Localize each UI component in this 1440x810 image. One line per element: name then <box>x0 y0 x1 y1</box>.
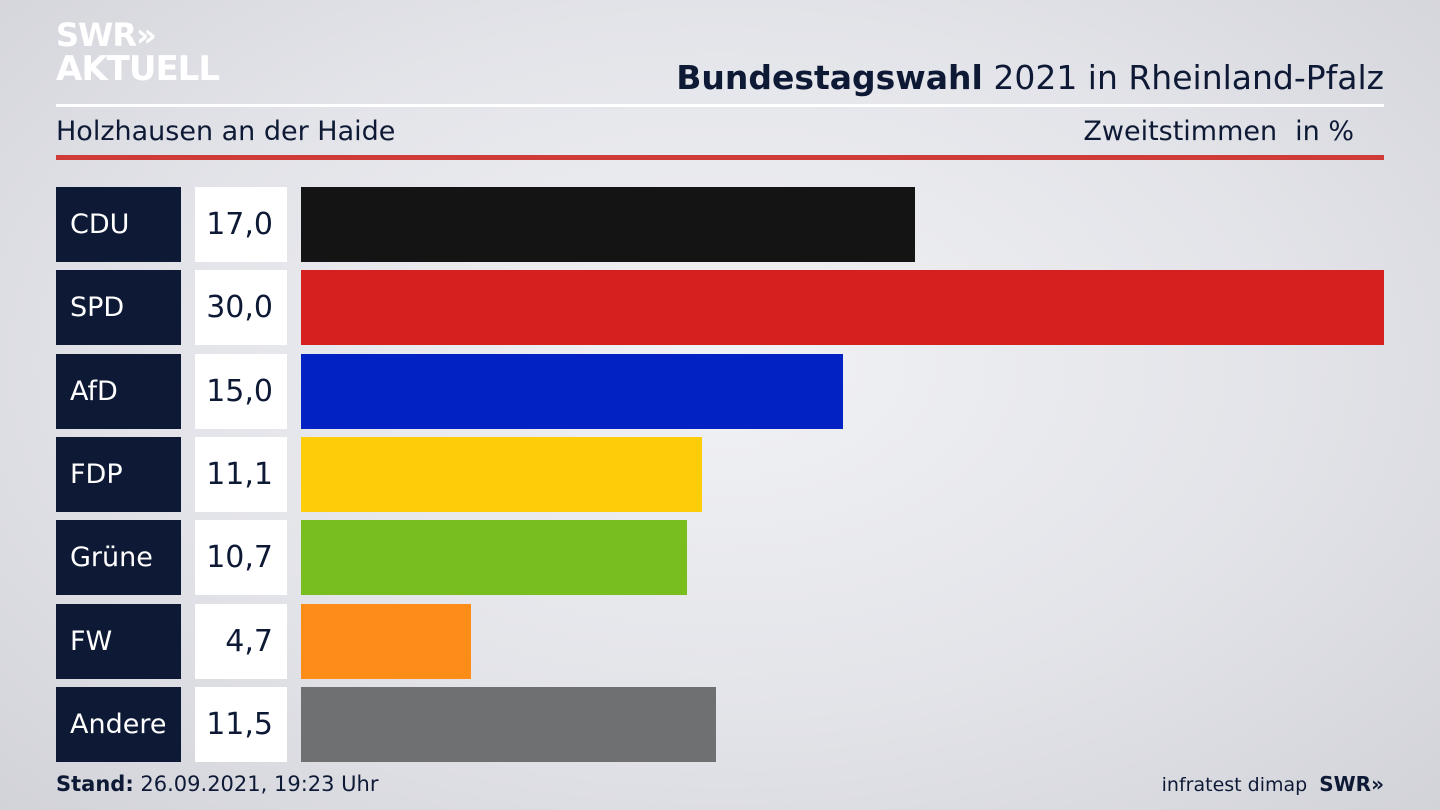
swr-aktuell-logo: SWR» AKTUELL <box>56 16 220 89</box>
value-label: 17,0 <box>195 187 287 262</box>
value-label: 11,1 <box>195 437 287 512</box>
bar-row: FW 4,7 <box>56 604 1384 679</box>
value-label: 10,7 <box>195 520 287 595</box>
source-credit: infratest dimap SWR» <box>1162 772 1384 796</box>
logo-line-2: AKTUELL <box>56 49 220 89</box>
stand-value: 26.09.2021, 19:23 Uhr <box>133 772 379 796</box>
title-divider <box>56 104 1384 107</box>
party-label: SPD <box>56 270 181 345</box>
value-label: 15,0 <box>195 354 287 429</box>
party-label: CDU <box>56 187 181 262</box>
metric-name: Zweitstimmen <box>1083 116 1278 147</box>
location-subtitle: Holzhausen an der Haide <box>56 116 396 147</box>
bar-row: SPD 30,0 <box>56 270 1384 345</box>
value-label: 4,7 <box>195 604 287 679</box>
bar <box>301 604 471 679</box>
bar-row: Andere 11,5 <box>56 687 1384 762</box>
bar-row: Grüne 10,7 <box>56 520 1384 595</box>
value-label: 30,0 <box>195 270 287 345</box>
party-label: FDP <box>56 437 181 512</box>
chart-title-rest: 2021 in Rheinland-Pfalz <box>982 58 1384 97</box>
bar <box>301 354 843 429</box>
value-label: 11,5 <box>195 687 287 762</box>
timestamp: Stand: 26.09.2021, 19:23 Uhr <box>56 772 379 796</box>
metric-unit: in % <box>1295 116 1354 147</box>
party-label: AfD <box>56 354 181 429</box>
swr-footer-logo: SWR» <box>1319 772 1384 796</box>
bar <box>301 687 716 762</box>
party-label: Andere <box>56 687 181 762</box>
bar-row: AfD 15,0 <box>56 354 1384 429</box>
chart-title: Bundestagswahl 2021 in Rheinland-Pfalz <box>676 58 1384 97</box>
source-name: infratest dimap <box>1161 774 1308 796</box>
logo-line-1: SWR» <box>56 16 157 54</box>
party-label: FW <box>56 604 181 679</box>
subtitle-divider <box>56 155 1384 160</box>
bar-row: CDU 17,0 <box>56 187 1384 262</box>
bar <box>301 520 687 595</box>
chart-title-bold: Bundestagswahl <box>676 58 983 97</box>
bar <box>301 437 702 512</box>
bar <box>301 187 915 262</box>
metric-label: Zweitstimmen in % <box>1083 116 1354 147</box>
bar <box>301 270 1384 345</box>
bar-row: FDP 11,1 <box>56 437 1384 512</box>
stand-label: Stand: <box>56 772 134 796</box>
party-label: Grüne <box>56 520 181 595</box>
